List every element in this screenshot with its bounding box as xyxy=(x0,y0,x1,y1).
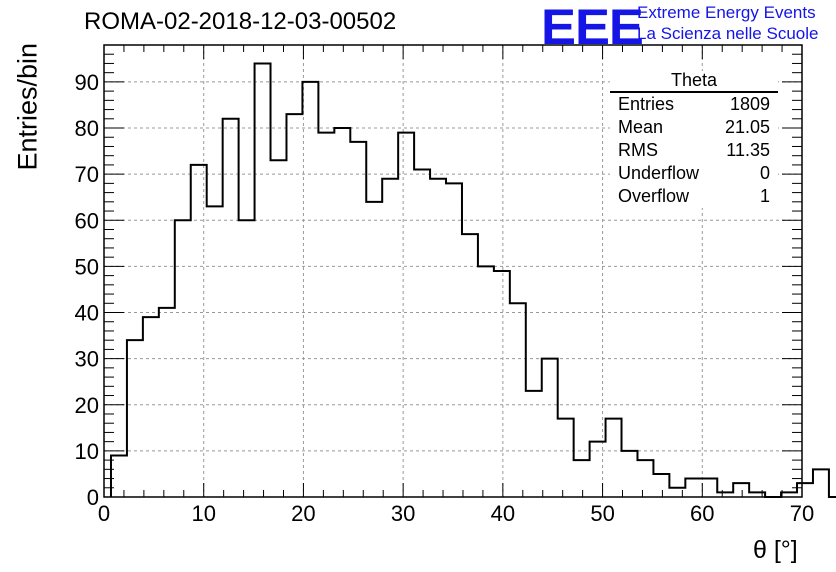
stats-value: 11.35 xyxy=(726,140,770,160)
histogram-bin xyxy=(526,391,542,497)
histogram-bin xyxy=(574,460,590,497)
stats-label: Mean xyxy=(618,117,664,137)
histogram-outline xyxy=(109,62,836,498)
y-tick-label: 70 xyxy=(75,162,99,187)
histogram-bin xyxy=(175,220,191,497)
y-tick-label: 10 xyxy=(75,439,99,464)
y-tick-label: 20 xyxy=(75,393,99,418)
stats-value: 0 xyxy=(759,163,770,183)
y-tick-label: 60 xyxy=(75,208,99,233)
logo-text-line2: La Scienza nelle Scuole xyxy=(637,24,819,43)
y-tick-label: 90 xyxy=(75,70,99,95)
y-axis-label: Entries/bin xyxy=(12,42,43,171)
stats-value: 1 xyxy=(759,186,770,206)
histogram-bin xyxy=(542,359,558,497)
histogram-bin xyxy=(382,179,398,497)
x-tick-label: 10 xyxy=(191,501,215,526)
histogram-bin xyxy=(398,133,414,497)
histogram-bin xyxy=(207,206,223,497)
y-tick-label: 50 xyxy=(75,254,99,279)
y-tick-label: 80 xyxy=(75,116,99,141)
histogram-bin xyxy=(478,266,494,497)
stats-row-entries: Entries 1809 xyxy=(610,93,778,116)
histogram-bin xyxy=(239,220,255,497)
x-tick-label: 70 xyxy=(790,501,814,526)
histogram-bin xyxy=(462,234,478,497)
histogram-bin xyxy=(366,202,382,497)
stats-row-underflow: Underflow 0 xyxy=(610,162,778,185)
histogram-bin xyxy=(318,133,334,497)
histogram-bin xyxy=(685,479,701,497)
histogram-bin xyxy=(334,128,350,497)
stats-label: RMS xyxy=(618,140,658,160)
x-tick-label: 50 xyxy=(590,501,614,526)
histogram-bin xyxy=(669,488,685,497)
stats-label: Overflow xyxy=(618,186,690,206)
stats-row-overflow: Overflow 1 xyxy=(610,185,778,208)
x-tick-label: 0 xyxy=(98,501,110,526)
histogram-bin xyxy=(143,317,159,497)
histogram-bin xyxy=(637,460,653,497)
y-tick-label: 30 xyxy=(75,347,99,372)
histogram-bin xyxy=(111,455,127,497)
logo-text-line1: Extreme Energy Events xyxy=(637,3,816,22)
y-tick-label: 0 xyxy=(87,485,99,510)
stats-label: Underflow xyxy=(618,163,700,183)
axis-ticks xyxy=(103,44,803,498)
stats-row-rms: RMS 11.35 xyxy=(610,139,778,162)
histogram-bin xyxy=(733,483,749,497)
histogram-bin xyxy=(271,160,287,497)
histogram-bin xyxy=(797,483,813,497)
x-tick-label: 60 xyxy=(690,501,714,526)
histogram-bin xyxy=(446,183,462,497)
histogram-bin xyxy=(430,179,446,497)
histogram-bin xyxy=(622,451,638,497)
y-tick-label: 40 xyxy=(75,301,99,326)
x-axis-label: θ [°] xyxy=(753,536,798,564)
chart-title: ROMA-02-2018-12-03-00502 xyxy=(84,8,397,35)
stats-value: 1809 xyxy=(729,94,770,114)
histogram-bin xyxy=(255,63,271,497)
histogram-bin xyxy=(494,271,510,497)
histogram-bars xyxy=(109,62,836,498)
histogram-bin xyxy=(127,340,143,497)
grid-lines xyxy=(104,45,802,497)
x-tick-label: 20 xyxy=(291,501,315,526)
stats-value: 21.05 xyxy=(724,117,770,137)
x-tick-label: 40 xyxy=(491,501,515,526)
histogram-bin xyxy=(653,474,669,497)
stats-row-mean: Mean 21.05 xyxy=(610,116,778,139)
plot-frame xyxy=(103,44,803,498)
histogram-bin xyxy=(606,419,622,497)
histogram-bin xyxy=(558,419,574,497)
histogram-bin xyxy=(159,308,175,497)
stats-box: Theta Entries 1809 Mean 21.05 RMS 11.35 … xyxy=(610,71,778,208)
histogram-bin xyxy=(286,114,302,497)
stats-label: Entries xyxy=(618,94,675,114)
histogram-bin xyxy=(813,469,829,497)
histogram-bin xyxy=(302,82,318,497)
eee-logo: EEE xyxy=(541,0,644,55)
histogram-bin xyxy=(191,165,207,497)
histogram-bin xyxy=(414,170,430,497)
x-tick-label: 30 xyxy=(391,501,415,526)
histogram-bin xyxy=(223,119,239,497)
histogram-bin xyxy=(350,142,366,497)
histogram-bin xyxy=(701,479,717,497)
stats-title: Theta xyxy=(610,71,778,93)
histogram-bin xyxy=(590,442,606,497)
histogram-bin xyxy=(510,303,526,497)
